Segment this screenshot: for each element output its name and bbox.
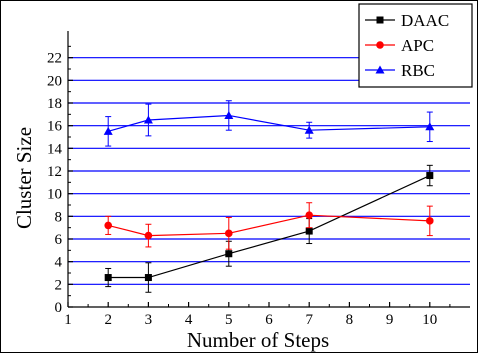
y-axis-title: Cluster Size <box>12 127 36 229</box>
legend-item-rbc: RBC <box>365 61 435 80</box>
series-layer <box>103 100 435 293</box>
y-tick-label: 12 <box>47 164 62 180</box>
legend-label: RBC <box>401 61 435 80</box>
x-tick-label: 4 <box>185 312 193 328</box>
data-point-daac <box>225 250 233 258</box>
data-point-rbc <box>304 125 314 134</box>
y-tick-label: 14 <box>47 141 63 157</box>
legend: DAAC APC RBC <box>358 3 473 88</box>
y-tick-label: 4 <box>55 255 63 271</box>
y-tick-label: 6 <box>55 232 63 248</box>
legend-marker <box>375 65 385 74</box>
x-tick-label: 7 <box>305 312 313 328</box>
x-tick-label: 5 <box>225 312 233 328</box>
series-apc <box>104 202 434 250</box>
data-point-apc <box>144 231 153 240</box>
data-point-rbc <box>143 115 153 124</box>
y-tick-label: 2 <box>55 277 63 293</box>
legend-marker <box>376 41 384 49</box>
series-daac <box>104 164 434 293</box>
x-tick-label: 10 <box>422 312 437 328</box>
series-line-apc <box>108 214 430 237</box>
x-tick-label: 9 <box>386 312 394 328</box>
legend-marker <box>376 16 384 24</box>
series-line-rbc <box>108 114 430 132</box>
data-point-rbc <box>425 122 435 131</box>
data-point-apc <box>225 229 233 238</box>
series-rbc <box>103 100 435 147</box>
data-point-apc <box>104 221 112 230</box>
data-point-daac <box>144 274 152 282</box>
grid-lines <box>68 57 470 285</box>
x-tick-label: 1 <box>64 312 72 328</box>
data-point-daac <box>426 172 434 180</box>
x-tick-label: 3 <box>145 312 153 328</box>
y-tick-label: 18 <box>47 96 62 112</box>
x-tick-label: 8 <box>346 312 354 328</box>
data-point-rbc <box>103 126 113 135</box>
data-point-apc <box>305 211 314 219</box>
data-point-rbc <box>224 110 234 119</box>
x-tick-label: 2 <box>104 312 112 328</box>
data-point-apc <box>426 217 434 225</box>
y-tick-label: 0 <box>55 300 63 316</box>
legend-label: APC <box>401 36 434 55</box>
y-tick-label: 16 <box>47 119 63 135</box>
x-tick-label: 6 <box>265 312 273 328</box>
y-tick-label: 8 <box>55 209 63 225</box>
legend-item-daac: DAAC <box>365 11 449 30</box>
legend-item-apc: APC <box>365 36 434 55</box>
data-point-daac <box>305 227 313 235</box>
x-axis-title: Number of Steps <box>187 328 329 352</box>
legend-label: DAAC <box>401 11 449 30</box>
y-tick-label: 10 <box>47 187 62 203</box>
y-tick-label: 22 <box>47 51 62 67</box>
y-tick-label: 20 <box>47 73 62 89</box>
data-point-daac <box>104 274 112 282</box>
